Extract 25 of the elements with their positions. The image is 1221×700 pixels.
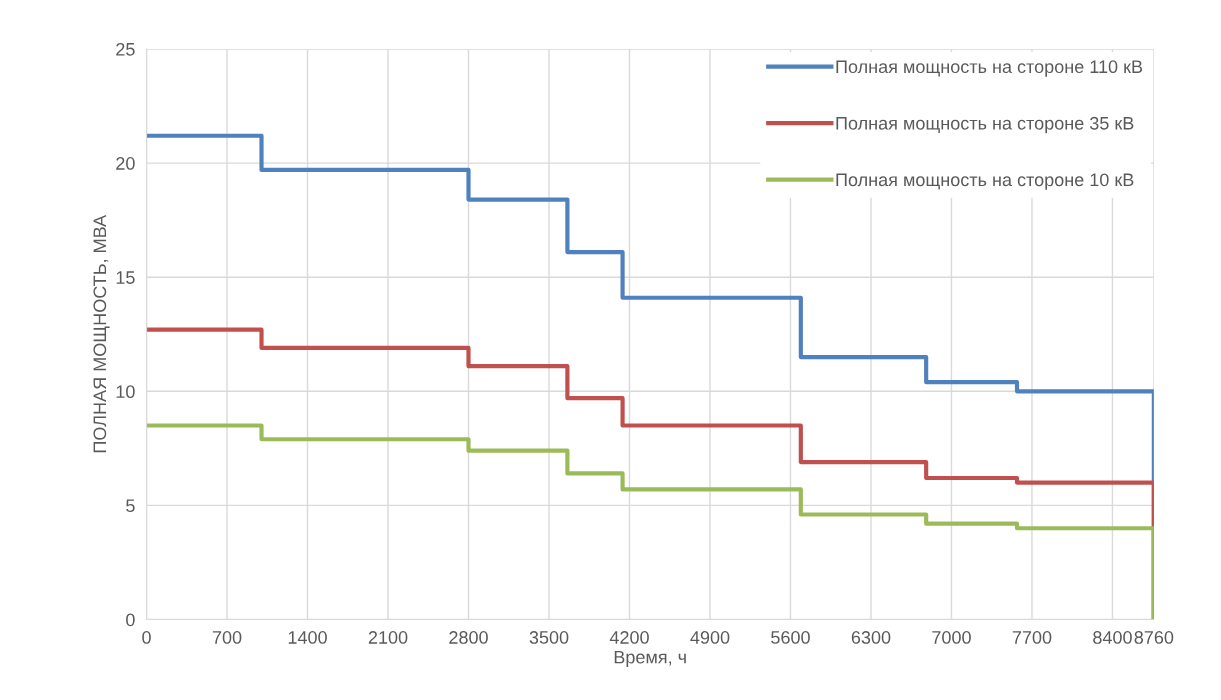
x-tick-label: 5600	[771, 631, 810, 644]
y-tick-label: 0	[126, 613, 135, 627]
x-tick-label: 4200	[609, 631, 649, 644]
x-tick-label: 3500	[529, 631, 569, 644]
y-tick-label: 5	[126, 499, 135, 513]
y-axis-title: ПОЛНАЯ МОЩНОСТЬ, МВА	[93, 214, 110, 453]
x-tick-label: 7700	[1012, 631, 1052, 644]
x-tick-label: 6300	[851, 631, 891, 644]
x-tick-label: 2100	[368, 631, 408, 644]
x-tick-label: 8400	[1093, 631, 1132, 644]
legend-label: Полная мощность на стороне 10 кВ	[836, 173, 1134, 190]
x-tick-label: 4900	[690, 631, 730, 644]
x-tick-label: 7000	[932, 631, 971, 644]
y-tick-label: 20	[116, 157, 135, 170]
x-tick-label: 8760	[1134, 631, 1174, 644]
legend-label: Полная мощность на стороне 35 кВ	[836, 116, 1134, 134]
y-tick-label: 25	[116, 42, 135, 56]
x-axis-title: Время, ч	[614, 650, 686, 668]
x-tick-label: 700	[212, 631, 242, 644]
x-tick-label: 0	[142, 631, 151, 644]
legend-label: Полная мощность на стороне 110 кВ	[836, 60, 1143, 77]
y-tick-label: 15	[116, 271, 135, 284]
y-tick-label: 10	[116, 385, 135, 399]
x-tick-label: 1400	[288, 631, 327, 644]
x-tick-label: 2800	[449, 631, 488, 644]
